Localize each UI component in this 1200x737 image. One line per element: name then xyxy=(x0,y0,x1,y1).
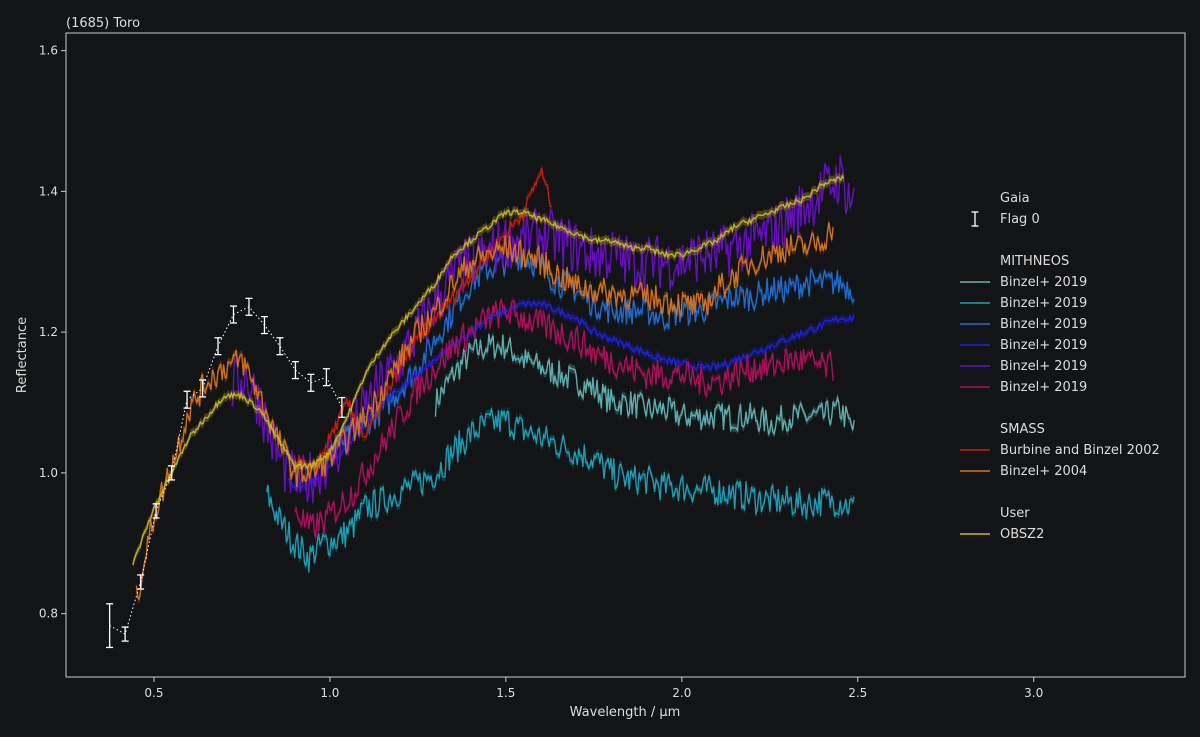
y-tick-label: 1.6 xyxy=(39,44,58,58)
legend-group-title: User xyxy=(1000,506,1030,521)
gaia-errorbar xyxy=(121,626,129,642)
legend-item: Binzel+ 2004 xyxy=(960,464,1087,479)
legend-label: Binzel+ 2019 xyxy=(1000,275,1087,290)
legend-label: Flag 0 xyxy=(1000,212,1040,227)
legend-item: Binzel+ 2019 xyxy=(960,317,1087,332)
y-tick-label: 0.8 xyxy=(39,607,58,621)
y-tick-label: 1.2 xyxy=(39,325,58,339)
legend-item: Flag 0 xyxy=(971,211,1040,227)
legend-label: Binzel+ 2019 xyxy=(1000,317,1087,332)
legend-label: Binzel+ 2019 xyxy=(1000,338,1087,353)
gaia-errorbar xyxy=(183,390,191,409)
y-axis-label: Reflectance xyxy=(15,317,30,393)
plot-frame xyxy=(65,32,1186,678)
x-tick-label: 0.5 xyxy=(144,686,163,700)
chart-title: (1685) Toro xyxy=(66,16,140,31)
x-tick-label: 2.0 xyxy=(672,686,691,700)
series-line xyxy=(135,222,834,601)
x-tick-label: 2.5 xyxy=(848,686,867,700)
legend-label: Binzel+ 2004 xyxy=(1000,464,1087,479)
series-layer xyxy=(132,151,855,604)
legend-label: OBSZ2 xyxy=(1000,527,1044,542)
x-axis: 0.5 1.0 1.5 2.0 2.5 3.0 xyxy=(144,677,1043,700)
x-tick-label: 1.0 xyxy=(320,686,339,700)
plot-area xyxy=(65,32,1186,678)
gaia-errorbar xyxy=(214,337,222,356)
legend-item: Burbine and Binzel 2002 xyxy=(960,443,1160,458)
y-tick-label: 1.0 xyxy=(39,466,58,480)
legend-item: Binzel+ 2019 xyxy=(960,296,1087,311)
x-tick-label: 3.0 xyxy=(1024,686,1043,700)
gaia-errorbar xyxy=(291,361,299,380)
gaia-errorbar xyxy=(168,465,176,481)
series-line xyxy=(329,247,855,462)
legend-item: Binzel+ 2019 xyxy=(960,275,1087,290)
series-line xyxy=(287,299,855,492)
legend-label: Burbine and Binzel 2002 xyxy=(1000,443,1160,458)
gaia-errorbar xyxy=(152,503,160,519)
gaia-layer xyxy=(106,297,346,649)
gaia-errorbar xyxy=(276,337,284,356)
series-line xyxy=(132,174,845,566)
series-line xyxy=(230,155,855,504)
legend-group-title: SMASS xyxy=(1000,422,1045,437)
legend-group-title: MITHNEOS xyxy=(1000,254,1069,269)
gaia-errorbar xyxy=(307,373,315,392)
legend-label: Binzel+ 2019 xyxy=(1000,380,1087,395)
legend-item: Binzel+ 2019 xyxy=(960,380,1087,395)
gaia-errorbar xyxy=(106,603,114,649)
gaia-errorbar xyxy=(137,574,145,590)
series-line xyxy=(294,299,834,539)
series-line xyxy=(434,333,855,436)
gaia-errorbar xyxy=(199,379,207,398)
legend-label: Binzel+ 2019 xyxy=(1000,359,1087,374)
gaia-errorbar xyxy=(229,305,237,324)
y-tick-label: 1.4 xyxy=(39,184,58,198)
gaia-errorbar xyxy=(338,396,346,418)
legend-group-title: Gaia xyxy=(1000,191,1030,206)
gaia-errorbar xyxy=(322,368,330,387)
series-line xyxy=(265,408,855,573)
gaia-errorbar xyxy=(260,315,268,335)
legend: Gaia Flag 0 MITHNEOS Binzel+ 2019 Binzel+ 20… xyxy=(960,191,1160,542)
x-axis-label: Wavelength / µm xyxy=(570,705,681,720)
legend-item: OBSZ2 xyxy=(960,527,1044,542)
gaia-dotted-line xyxy=(109,306,343,635)
legend-item: Binzel+ 2019 xyxy=(960,338,1087,353)
y-axis: 0.8 1.0 1.2 1.4 1.6 xyxy=(39,44,66,621)
series-line xyxy=(294,167,552,472)
gaia-errorbar xyxy=(245,297,253,316)
legend-label: Binzel+ 2019 xyxy=(1000,296,1087,311)
x-tick-label: 1.5 xyxy=(496,686,515,700)
legend-item: Binzel+ 2019 xyxy=(960,359,1087,374)
